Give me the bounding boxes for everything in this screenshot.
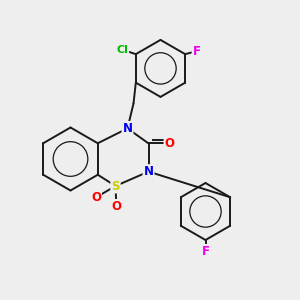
Text: O: O: [164, 137, 175, 150]
Text: F: F: [193, 45, 201, 58]
Text: S: S: [111, 179, 120, 193]
Text: O: O: [91, 191, 101, 204]
Text: O: O: [111, 200, 122, 213]
Text: N: N: [143, 165, 154, 178]
Text: Cl: Cl: [116, 45, 128, 55]
Text: N: N: [122, 122, 133, 135]
Text: F: F: [202, 245, 209, 258]
